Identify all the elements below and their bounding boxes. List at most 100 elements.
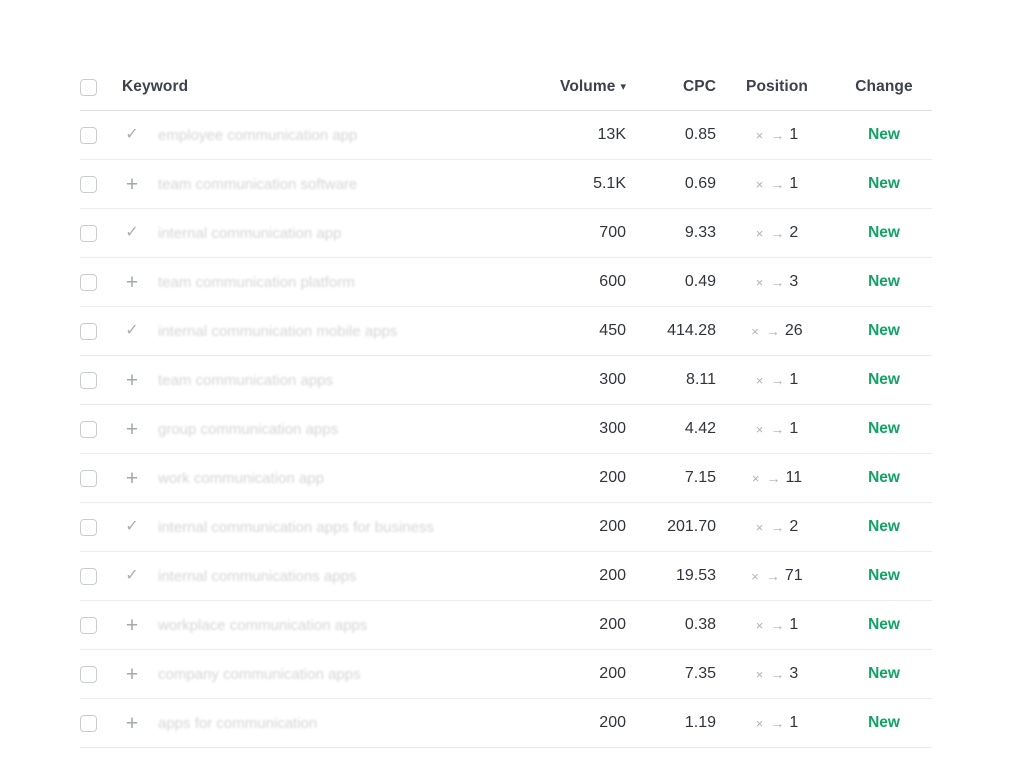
volume-cell: 600 [528, 273, 628, 291]
change-badge: New [868, 616, 900, 633]
plus-icon[interactable]: + [125, 613, 139, 637]
plus-icon[interactable]: + [125, 368, 139, 392]
keyword-cell: internal communication app [158, 225, 528, 242]
check-icon[interactable]: ✓ [125, 567, 139, 584]
row-checkbox[interactable] [80, 224, 97, 242]
position-from-icon: × [755, 372, 764, 388]
row-checkbox[interactable] [80, 518, 97, 536]
keyword-text[interactable]: employee communication app [158, 126, 358, 144]
volume-sort-button[interactable]: Volume ▾ [528, 78, 628, 96]
position-cell: × → 71 [718, 567, 836, 585]
position-from-icon: × [755, 617, 764, 633]
cpc-value: 201.70 [667, 518, 716, 535]
table-row: + apps for communication 200 1.19 × → 1 … [80, 699, 932, 748]
position-arrow-icon: → [770, 372, 785, 388]
change-badge: New [868, 175, 900, 192]
row-checkbox[interactable] [80, 420, 97, 438]
checkbox-cell [80, 714, 122, 732]
position-column-header-cell: Position [718, 78, 836, 96]
select-all-checkbox[interactable] [80, 78, 97, 96]
volume-value: 300 [599, 371, 626, 388]
row-checkbox[interactable] [80, 616, 97, 634]
cpc-column-header: CPC [682, 78, 716, 95]
position-cell: × → 1 [718, 714, 836, 732]
position-cell: × → 1 [718, 126, 836, 144]
check-icon[interactable]: ✓ [125, 322, 139, 339]
keyword-cell: apps for communication [158, 715, 528, 732]
keyword-text[interactable]: team communication software [158, 175, 358, 193]
position-value: 2 [789, 224, 799, 241]
keyword-text[interactable]: internal communication apps for business [158, 518, 434, 536]
keyword-text[interactable]: internal communication mobile apps [158, 322, 398, 340]
change-cell: New [836, 322, 932, 340]
position-value: 26 [784, 322, 803, 339]
cpc-cell: 0.85 [628, 126, 718, 144]
keyword-cell: team communication apps [158, 372, 528, 389]
row-checkbox[interactable] [80, 126, 97, 144]
plus-icon[interactable]: + [125, 662, 139, 686]
volume-cell: 200 [528, 469, 628, 487]
row-checkbox[interactable] [80, 567, 97, 585]
sort-desc-icon: ▾ [620, 80, 626, 93]
icon-cell: + [122, 468, 158, 489]
table-row: + group communication apps 300 4.42 × → … [80, 405, 932, 454]
position-value: 11 [785, 469, 803, 486]
position-arrow-icon: → [766, 470, 781, 486]
cpc-cell: 7.15 [628, 469, 718, 487]
position-cell: × → 1 [718, 371, 836, 389]
keyword-text[interactable]: team communication apps [158, 371, 334, 389]
cpc-cell: 9.33 [628, 224, 718, 242]
cpc-cell: 8.11 [628, 371, 718, 389]
check-icon[interactable]: ✓ [125, 126, 139, 143]
plus-icon[interactable]: + [125, 466, 139, 490]
position-cell: × → 26 [718, 322, 836, 340]
check-icon[interactable]: ✓ [125, 518, 139, 535]
header-keyword-cell: Keyword [122, 78, 528, 96]
checkbox-cell [80, 616, 122, 634]
row-checkbox[interactable] [80, 371, 97, 389]
volume-cell: 300 [528, 420, 628, 438]
change-badge: New [868, 224, 900, 241]
position-value: 1 [789, 420, 799, 437]
keyword-text[interactable]: work communication app [158, 469, 324, 487]
position-cell: × → 2 [718, 518, 836, 536]
table-row: + workplace communication apps 200 0.38 … [80, 601, 932, 650]
keyword-text[interactable]: apps for communication [158, 714, 318, 732]
change-cell: New [836, 224, 932, 242]
keyword-text[interactable]: company communication apps [158, 665, 361, 683]
cpc-value: 19.53 [675, 567, 716, 584]
keyword-text[interactable]: internal communications apps [158, 567, 357, 585]
row-checkbox[interactable] [80, 175, 97, 193]
cpc-value: 1.19 [684, 714, 716, 731]
change-badge: New [868, 665, 900, 682]
icon-cell: + [122, 174, 158, 195]
plus-icon[interactable]: + [125, 270, 139, 294]
checkbox-cell [80, 175, 122, 193]
cpc-column-header-cell: CPC [628, 78, 718, 96]
position-cell: × → 11 [718, 469, 836, 487]
checkbox-cell [80, 469, 122, 487]
row-checkbox[interactable] [80, 322, 97, 340]
position-arrow-icon: → [770, 421, 785, 437]
volume-value: 200 [599, 665, 626, 682]
cpc-value: 414.28 [667, 322, 716, 339]
keyword-text[interactable]: team communication platform [158, 273, 355, 291]
cpc-cell: 201.70 [628, 518, 718, 536]
row-checkbox[interactable] [80, 714, 97, 732]
plus-icon[interactable]: + [125, 711, 139, 735]
plus-icon[interactable]: + [125, 417, 139, 441]
change-cell: New [836, 518, 932, 536]
row-checkbox[interactable] [80, 273, 97, 291]
keyword-text[interactable]: workplace communication apps [158, 616, 368, 634]
row-checkbox[interactable] [80, 665, 97, 683]
volume-value: 200 [599, 518, 626, 535]
check-icon[interactable]: ✓ [125, 224, 139, 241]
cpc-value: 8.11 [686, 371, 716, 388]
keyword-text[interactable]: group communication apps [158, 420, 339, 438]
plus-icon[interactable]: + [125, 172, 139, 196]
row-checkbox[interactable] [80, 469, 97, 487]
keyword-text[interactable]: internal communication app [158, 224, 342, 242]
position-arrow-icon: → [770, 127, 785, 143]
volume-value: 700 [599, 224, 626, 241]
icon-cell: ✓ [122, 519, 158, 535]
